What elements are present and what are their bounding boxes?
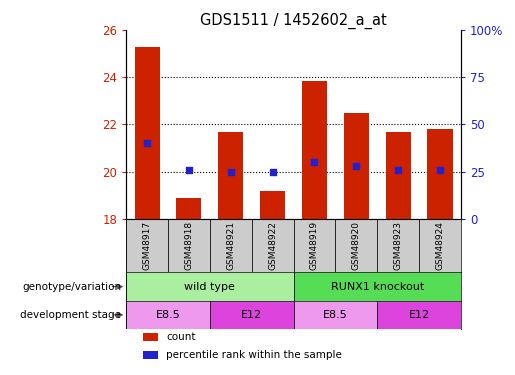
Text: GSM48921: GSM48921 — [226, 221, 235, 270]
Text: percentile rank within the sample: percentile rank within the sample — [166, 350, 342, 360]
Bar — [134, 46, 160, 219]
Text: GSM48924: GSM48924 — [436, 221, 444, 270]
Text: GSM48922: GSM48922 — [268, 221, 277, 270]
Text: GSM48920: GSM48920 — [352, 221, 361, 270]
Text: genotype/variation: genotype/variation — [22, 282, 121, 292]
Point — [394, 167, 402, 173]
Text: E12: E12 — [241, 310, 262, 320]
Bar — [294, 273, 461, 301]
Bar — [126, 301, 210, 329]
Point — [143, 140, 151, 146]
Bar — [143, 333, 158, 340]
Bar — [294, 219, 335, 273]
Point — [352, 163, 360, 169]
Bar — [302, 81, 327, 219]
Text: wild type: wild type — [184, 282, 235, 292]
Bar — [126, 219, 168, 273]
Text: GSM48917: GSM48917 — [143, 221, 151, 270]
Text: GSM48919: GSM48919 — [310, 221, 319, 270]
Point — [311, 159, 319, 165]
Bar — [218, 132, 243, 219]
Point — [227, 169, 235, 175]
Bar — [252, 219, 294, 273]
Point — [185, 167, 193, 173]
Bar — [335, 219, 377, 273]
Bar — [344, 112, 369, 219]
Bar — [210, 301, 294, 329]
Bar — [377, 301, 461, 329]
Text: GSM48923: GSM48923 — [393, 221, 403, 270]
Bar — [126, 273, 294, 301]
Bar — [294, 301, 377, 329]
Bar — [176, 198, 201, 219]
Text: count: count — [166, 332, 196, 342]
Bar — [386, 132, 411, 219]
Bar — [377, 219, 419, 273]
Title: GDS1511 / 1452602_a_at: GDS1511 / 1452602_a_at — [200, 12, 387, 28]
Bar — [260, 190, 285, 219]
Bar — [419, 219, 461, 273]
Text: development stage: development stage — [20, 310, 121, 320]
Bar — [210, 219, 252, 273]
Text: RUNX1 knockout: RUNX1 knockout — [331, 282, 424, 292]
Text: E8.5: E8.5 — [323, 310, 348, 320]
Text: E12: E12 — [408, 310, 430, 320]
Bar — [143, 351, 158, 358]
Text: GSM48918: GSM48918 — [184, 221, 194, 270]
Text: E8.5: E8.5 — [156, 310, 180, 320]
Bar — [427, 129, 453, 219]
Point — [268, 169, 277, 175]
Bar — [168, 219, 210, 273]
Point — [436, 167, 444, 173]
